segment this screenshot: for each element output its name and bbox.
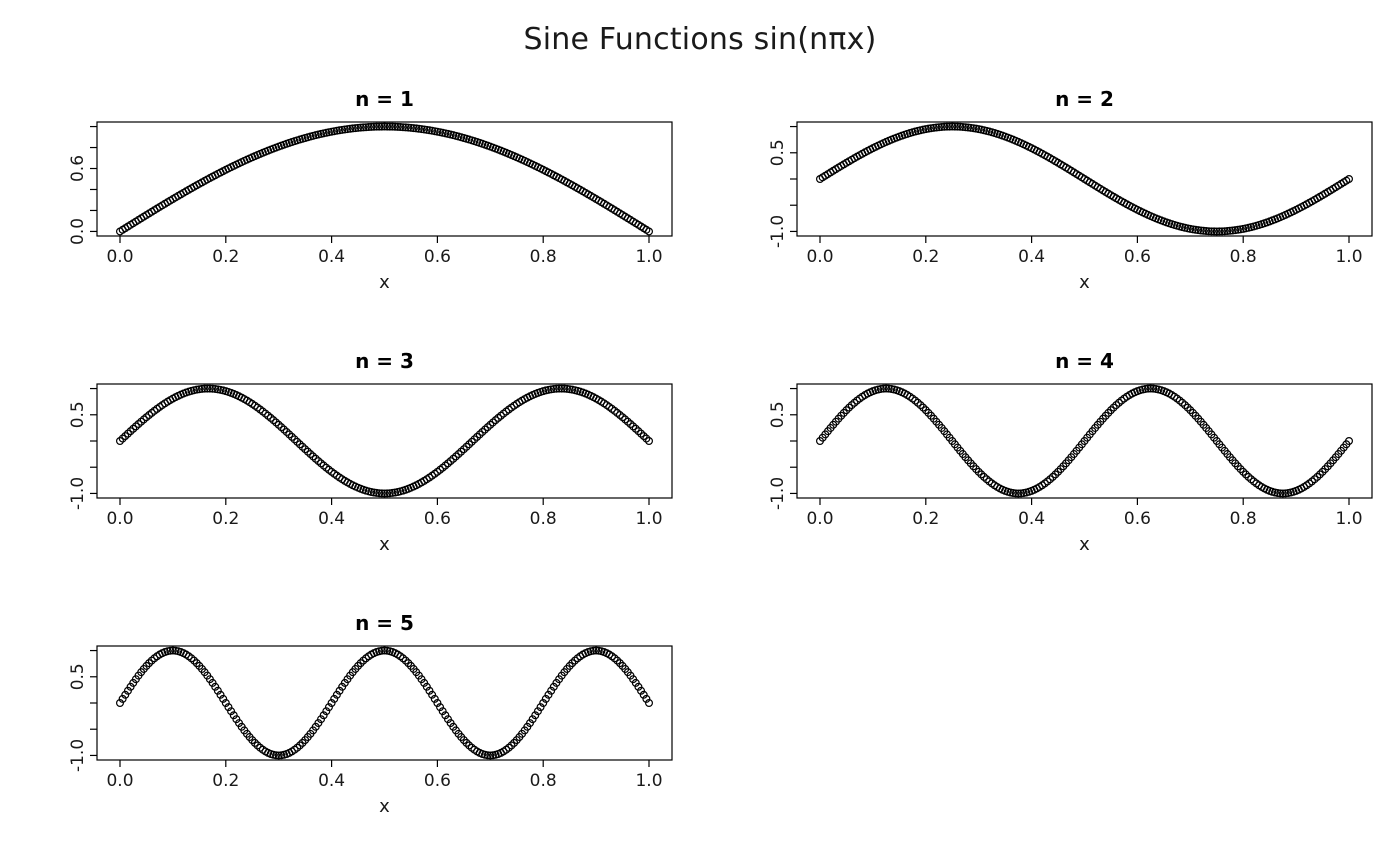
subplot-title: n = 5	[355, 611, 414, 635]
x-tick-label: 0.6	[424, 509, 451, 529]
subplot-n-2: n = 2 0.0 0.2 0.4 0.6 0.8 1.0 -1.0 0.5 x	[700, 78, 1400, 340]
subplot-title: n = 1	[355, 87, 414, 111]
data-series	[115, 646, 653, 760]
x-tick-label: 0.0	[106, 247, 133, 267]
x-tick-label: 1.0	[1335, 247, 1362, 267]
x-tick-label: 0.6	[424, 771, 451, 791]
x-tick-label: 0.6	[1124, 247, 1151, 267]
y-tick-label: 0.5	[68, 663, 88, 690]
subplot-canvas: n = 4 0.0 0.2 0.4 0.6 0.8 1.0 -1.0 0.5 x	[768, 349, 1373, 555]
subplot-n-3: n = 3 0.0 0.2 0.4 0.6 0.8 1.0 -1.0 0.5 x	[0, 340, 700, 602]
x-tick-label: 0.4	[1018, 247, 1045, 267]
x-tick-label: 0.0	[106, 509, 133, 529]
x-tick-label: 1.0	[635, 771, 662, 791]
x-tick-label: 0.8	[530, 509, 557, 529]
x-tick-label: 1.0	[635, 247, 662, 267]
x-tick-label: 0.0	[806, 247, 833, 267]
x-tick-label: 1.0	[635, 509, 662, 529]
y-tick-label: 0.6	[68, 155, 88, 182]
x-tick-label: 0.4	[318, 509, 345, 529]
x-tick-label: 0.2	[212, 509, 239, 529]
data-series	[115, 122, 653, 236]
subplot-title: n = 4	[1055, 349, 1114, 373]
x-tick-label: 0.4	[1018, 509, 1045, 529]
x-tick-label: 0.2	[912, 509, 939, 529]
subplot-title: n = 3	[355, 349, 414, 373]
figure-title: Sine Functions sin(nπx)	[523, 21, 877, 57]
subplot-canvas: n = 3 0.0 0.2 0.4 0.6 0.8 1.0 -1.0 0.5 x	[68, 349, 673, 555]
x-tick-label: 0.0	[806, 509, 833, 529]
plot-box	[96, 383, 673, 499]
subplot-canvas: n = 2 0.0 0.2 0.4 0.6 0.8 1.0 -1.0 0.5 x	[768, 87, 1373, 293]
x-tick-label: 0.2	[212, 247, 239, 267]
x-tick-label: 1.0	[1335, 509, 1362, 529]
subplot-canvas: n = 5 0.0 0.2 0.4 0.6 0.8 1.0 -1.0 0.5 x	[68, 611, 673, 817]
x-tick-label: 0.4	[318, 247, 345, 267]
plot-box	[96, 121, 673, 237]
x-tick-label: 0.2	[212, 771, 239, 791]
x-tick-label: 0.6	[424, 247, 451, 267]
y-tick-label: 0.0	[68, 218, 88, 245]
x-tick-label: 0.4	[318, 771, 345, 791]
plot-grid: n = 1 0.0 0.2 0.4 0.6 0.8 1.0 0.0 0.6 x n = 2 0.0 0.…	[0, 78, 1400, 864]
subplot-canvas: n = 1 0.0 0.2 0.4 0.6 0.8 1.0 0.0 0.6 x	[68, 87, 673, 293]
y-tick-label: -1.0	[68, 477, 88, 510]
data-series	[815, 122, 1353, 236]
y-tick-label: 0.5	[768, 139, 788, 166]
x-tick-label: 0.0	[106, 771, 133, 791]
plot-box	[96, 645, 673, 761]
y-tick-label: -1.0	[68, 739, 88, 772]
x-tick-label: 0.8	[530, 771, 557, 791]
data-series	[815, 384, 1353, 498]
x-tick-label: 0.8	[1230, 247, 1257, 267]
plot-box	[796, 383, 1373, 499]
x-axis-label: x	[379, 796, 390, 817]
x-axis-label: x	[379, 534, 390, 555]
subplot-n-1: n = 1 0.0 0.2 0.4 0.6 0.8 1.0 0.0 0.6 x	[0, 78, 700, 340]
y-tick-label: 0.5	[68, 401, 88, 428]
subplot-title: n = 2	[1055, 87, 1114, 111]
subplot-n-4: n = 4 0.0 0.2 0.4 0.6 0.8 1.0 -1.0 0.5 x	[700, 340, 1400, 602]
x-axis-label: x	[1079, 272, 1090, 293]
x-tick-label: 0.8	[1230, 509, 1257, 529]
x-tick-label: 0.8	[530, 247, 557, 267]
x-tick-label: 0.6	[1124, 509, 1151, 529]
data-series	[115, 384, 653, 498]
x-axis-label: x	[1079, 534, 1090, 555]
y-tick-label: -1.0	[768, 215, 788, 248]
x-axis-label: x	[379, 272, 390, 293]
x-tick-label: 0.2	[912, 247, 939, 267]
y-tick-label: 0.5	[768, 401, 788, 428]
subplot-n-5: n = 5 0.0 0.2 0.4 0.6 0.8 1.0 -1.0 0.5 x	[0, 602, 700, 864]
y-tick-label: -1.0	[768, 477, 788, 510]
